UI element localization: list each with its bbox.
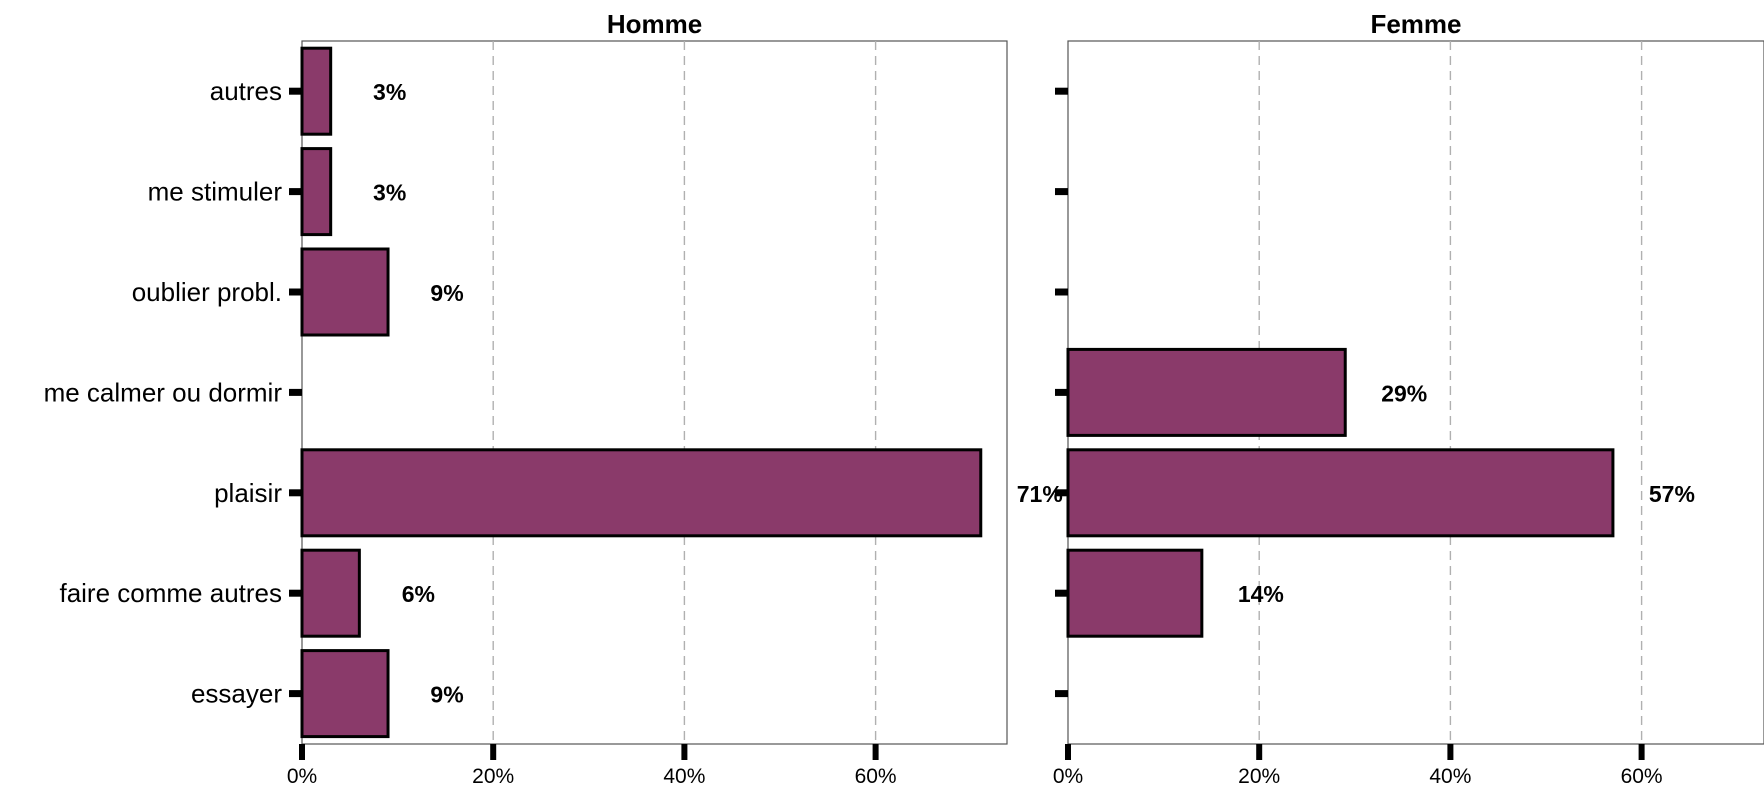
- data-label: 9%: [430, 682, 463, 708]
- data-label: 6%: [402, 581, 435, 607]
- bar: [1066, 548, 1204, 638]
- x-tick-label: 60%: [855, 765, 897, 785]
- x-tick-label: 40%: [1429, 765, 1471, 785]
- x-tick-label: 0%: [1053, 765, 1083, 785]
- data-label: 3%: [373, 79, 406, 105]
- x-tick-label: 0%: [287, 765, 317, 785]
- data-label: 29%: [1381, 380, 1427, 406]
- category-label: faire comme autres: [59, 578, 282, 608]
- bar: [300, 247, 390, 337]
- x-tick-label: 20%: [1238, 765, 1280, 785]
- category-label: plaisir: [214, 478, 282, 508]
- data-label: 14%: [1238, 581, 1284, 607]
- category-label: autres: [210, 76, 282, 106]
- x-tick-label: 20%: [472, 765, 514, 785]
- bar: [1066, 448, 1615, 538]
- bar: [300, 448, 983, 538]
- category-label: essayer: [191, 679, 282, 709]
- bar: [300, 649, 390, 739]
- category-label: me stimuler: [148, 177, 283, 207]
- category-label: oublier probl.: [132, 277, 282, 307]
- data-label: 9%: [430, 280, 463, 306]
- x-tick-label: 60%: [1621, 765, 1663, 785]
- bar: [1066, 347, 1347, 437]
- bar: [300, 548, 361, 638]
- bar: [300, 147, 333, 237]
- x-tick-label: 40%: [663, 765, 705, 785]
- data-label: 3%: [373, 180, 406, 206]
- panel-frame: [301, 40, 1008, 745]
- panel-title: Femme: [1370, 9, 1461, 39]
- category-label: me calmer ou dormir: [44, 377, 283, 407]
- panel-title: Homme: [607, 9, 702, 39]
- bar: [300, 46, 333, 136]
- data-label: 57%: [1649, 481, 1695, 507]
